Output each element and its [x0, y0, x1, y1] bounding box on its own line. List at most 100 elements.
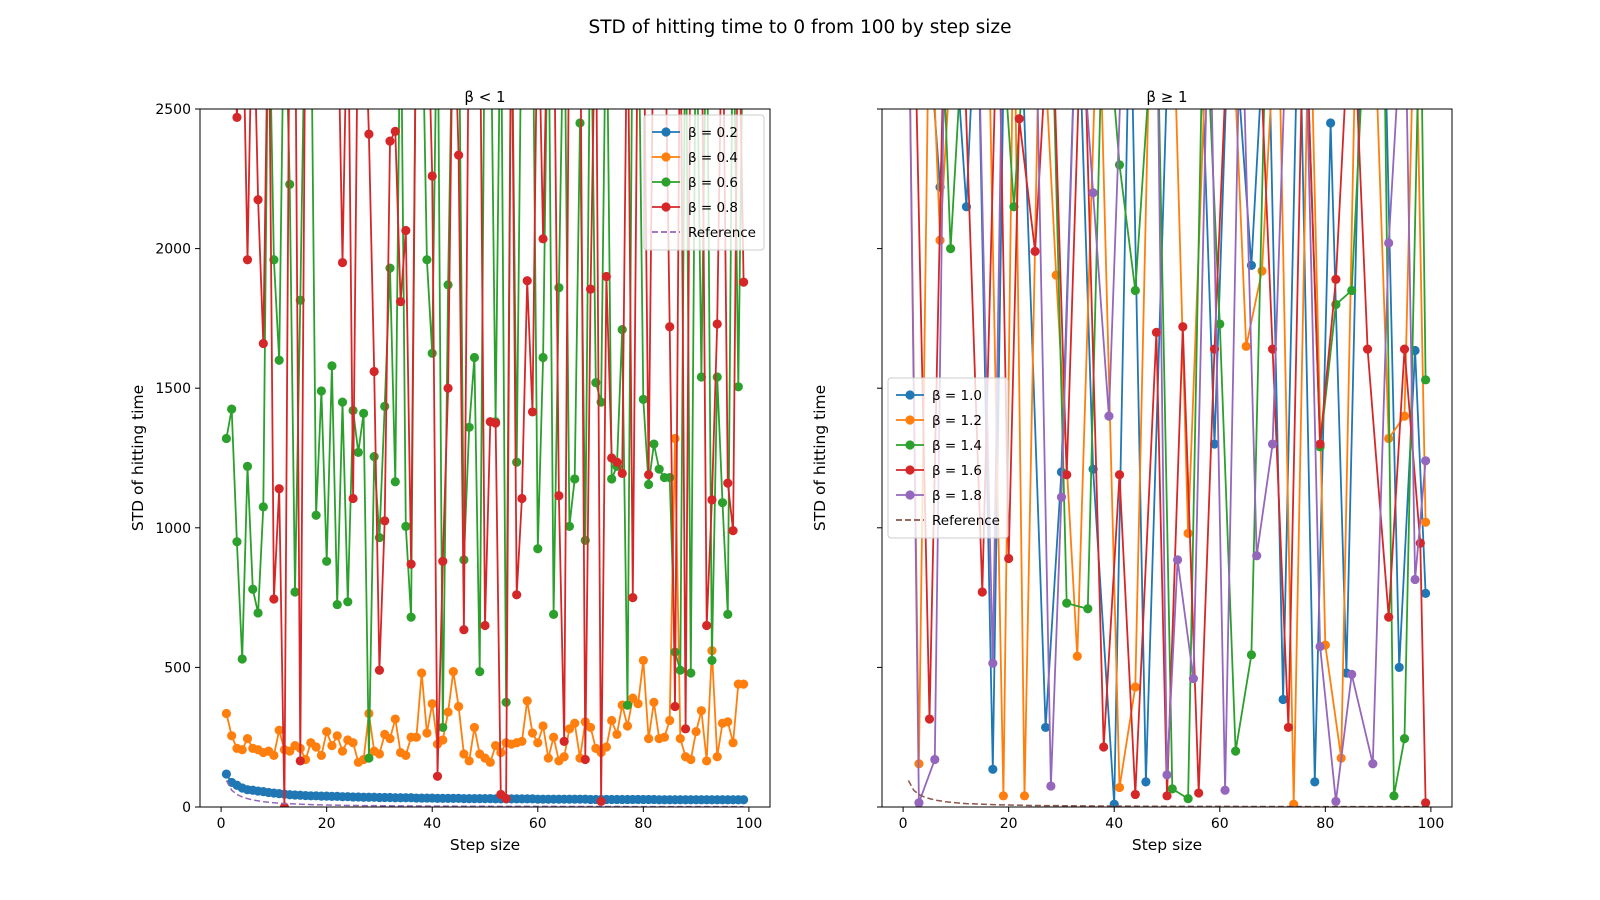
y-tick-label: 500 [164, 660, 191, 676]
data-point [327, 740, 337, 751]
data-point [638, 394, 648, 404]
data-point [390, 126, 400, 136]
legend-box [887, 377, 1009, 539]
data-point [739, 277, 749, 287]
data-point [1183, 528, 1193, 538]
data-point [1289, 799, 1299, 807]
data-point [237, 654, 247, 664]
data-point [490, 418, 501, 428]
series-reference [907, 780, 1426, 807]
data-point [1410, 574, 1420, 585]
data-point [390, 714, 400, 724]
legend-label: β = 0.6 [688, 175, 738, 191]
data-point [527, 728, 538, 738]
legend-entry-reference: Reference [652, 225, 756, 241]
data-point [1283, 722, 1293, 733]
data-point [675, 665, 685, 675]
data-point [1215, 319, 1225, 329]
y-tick-label: 1000 [155, 521, 191, 537]
legend-label: Reference [932, 513, 1000, 529]
data-point [696, 372, 706, 382]
x-tick-label: 60 [1211, 816, 1229, 832]
data-point [221, 708, 231, 719]
data-point [1188, 673, 1198, 684]
data-point [644, 470, 654, 480]
data-point [443, 383, 453, 393]
data-point [232, 537, 242, 547]
series-line [907, 780, 1426, 807]
data-point [322, 727, 332, 737]
data-point [1399, 733, 1410, 744]
data-point [327, 361, 337, 371]
data-point [1030, 246, 1040, 256]
data-point [406, 612, 416, 622]
x-tick-label: 80 [634, 816, 652, 832]
legend-entry-1-4: β = 1.4 [896, 438, 982, 454]
data-point [554, 491, 564, 501]
y-tick-label: 0 [182, 800, 191, 816]
data-point [316, 386, 326, 396]
legend-marker [905, 390, 915, 400]
legend: β = 0.2 β = 0.4 β = 0.6 β = 0.8 Reference [643, 114, 765, 251]
data-point [723, 717, 733, 727]
data-point [1315, 641, 1325, 652]
series-1-4 [944, 109, 1431, 804]
data-point [443, 280, 453, 290]
data-point [622, 700, 633, 710]
data-point [274, 484, 284, 494]
data-point [702, 756, 712, 766]
legend-label: β = 1.0 [932, 388, 982, 404]
data-point [385, 263, 395, 273]
data-point [269, 750, 279, 760]
data-point [649, 697, 659, 707]
data-point [654, 464, 664, 474]
data-point [1088, 188, 1098, 198]
data-point [1114, 160, 1125, 170]
data-point [712, 752, 722, 762]
data-point [227, 731, 237, 741]
data-point [707, 655, 717, 666]
data-point [559, 752, 569, 762]
series-line [944, 109, 1427, 801]
data-point [438, 556, 448, 566]
data-point [316, 750, 326, 760]
data-point [570, 718, 580, 728]
x-axis-label: Step size [1132, 836, 1202, 854]
x-tick-label: 40 [1105, 816, 1123, 832]
legend-entry-0-6: β = 0.6 [652, 175, 738, 191]
series-0-8 [232, 109, 749, 807]
data-point [401, 521, 411, 532]
data-point [670, 701, 680, 712]
data-point [607, 715, 617, 726]
legend-label: β = 0.8 [688, 200, 738, 216]
data-point [607, 474, 617, 484]
data-point [538, 721, 548, 731]
data-point [686, 668, 696, 678]
x-tick-label: 60 [529, 816, 547, 832]
legend-marker [661, 152, 671, 162]
data-point [374, 665, 385, 675]
data-point [469, 352, 480, 363]
data-point [649, 439, 659, 449]
axes-frame [199, 108, 771, 808]
data-point [522, 696, 532, 706]
data-point [538, 234, 548, 244]
data-point [385, 733, 395, 744]
data-point [1062, 598, 1072, 608]
data-point [999, 76, 1008, 85]
data-point [522, 276, 532, 286]
data-point [585, 284, 596, 294]
data-point [988, 658, 998, 668]
data-point [1172, 555, 1183, 565]
legend-marker [905, 440, 915, 450]
legend-label: β = 1.8 [932, 488, 982, 504]
data-point [570, 474, 580, 484]
data-point [580, 754, 590, 765]
data-point [612, 457, 622, 467]
data-point [554, 283, 564, 293]
data-point [675, 733, 685, 744]
data-point [1389, 791, 1399, 801]
data-point [1014, 114, 1024, 124]
y-tick-label: 2000 [155, 242, 191, 258]
